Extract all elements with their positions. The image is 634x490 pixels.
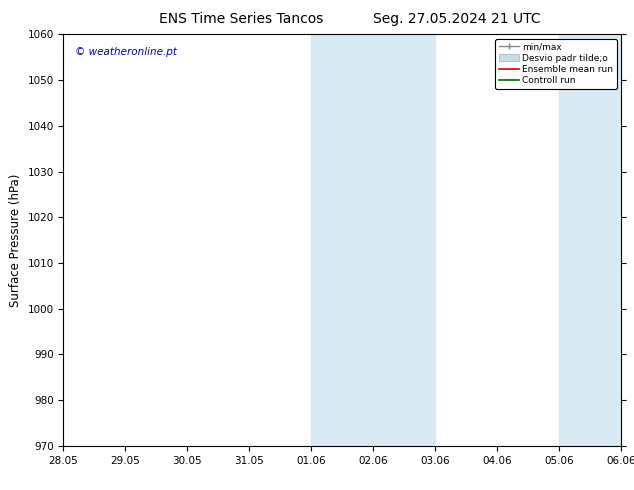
Bar [311,34,436,446]
Text: ENS Time Series Tancos: ENS Time Series Tancos [158,12,323,26]
Y-axis label: Surface Pressure (hPa): Surface Pressure (hPa) [9,173,22,307]
Legend: min/max, Desvio padr tilde;o, Ensemble mean run, Controll run: min/max, Desvio padr tilde;o, Ensemble m… [495,39,617,89]
Text: © weatheronline.pt: © weatheronline.pt [75,47,176,57]
Bar [559,34,621,446]
Text: Seg. 27.05.2024 21 UTC: Seg. 27.05.2024 21 UTC [373,12,540,26]
